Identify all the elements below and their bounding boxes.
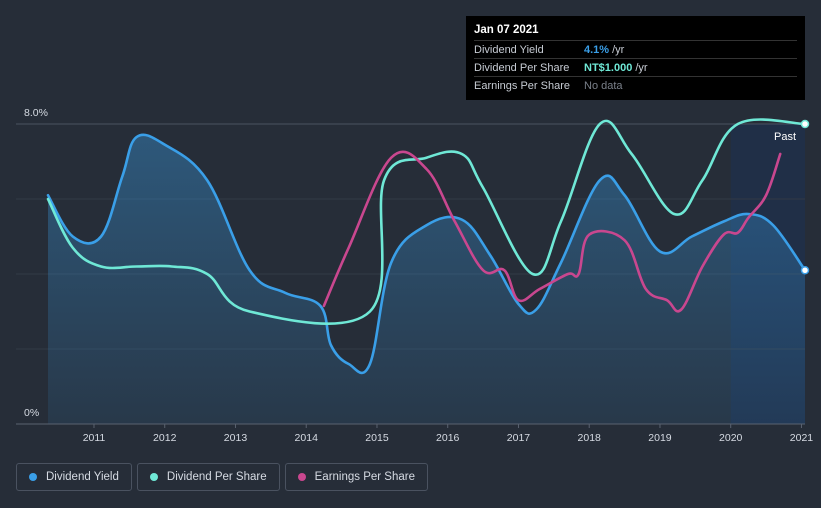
tooltip-label: Dividend Per Share — [474, 61, 570, 74]
legend-dividend-yield[interactable]: Dividend Yield — [16, 463, 132, 491]
x-tick-label: 2019 — [648, 432, 672, 444]
tooltip-unit: /yr — [635, 61, 648, 74]
tooltip-label: Earnings Per Share — [474, 79, 570, 92]
tooltip-row-earnings-per-share: Earnings Per Share No data — [474, 76, 797, 94]
x-tick-label: 2015 — [365, 432, 389, 444]
tooltip-value: NT$1.000 — [584, 61, 633, 74]
legend-label: Dividend Yield — [46, 471, 119, 483]
dividend-yield-area — [48, 134, 805, 424]
y-tick-label: 8.0% — [24, 107, 48, 119]
dividend-per-share-endpoint — [800, 119, 810, 129]
dividend-yield-endpoint — [800, 266, 810, 275]
dividend-yield-line — [46, 133, 807, 375]
tooltip-unit: /yr — [612, 43, 625, 56]
x-tick-label: 2011 — [83, 432, 106, 444]
legend-dividend-per-share[interactable]: Dividend Per Share — [136, 463, 280, 491]
legend-label: Earnings Per Share — [314, 471, 415, 483]
y-tick-label: 0% — [24, 407, 39, 419]
x-tick-label: 2020 — [719, 432, 743, 444]
tooltip-label: Dividend Yield — [474, 43, 544, 56]
x-tick-label: 2014 — [295, 432, 319, 444]
chart-legend: Dividend Yield Dividend Per Share Earnin… — [16, 463, 428, 491]
tooltip-row-dividend-yield: Dividend Yield 4.1% /yr — [474, 40, 797, 58]
x-tick-label: 2021 — [790, 432, 814, 444]
dividend-per-share-line — [46, 118, 807, 325]
x-tick-label: 2012 — [153, 432, 177, 444]
x-tick-label: 2016 — [436, 432, 460, 444]
earnings-per-share-line — [322, 150, 782, 313]
legend-dot-icon — [297, 473, 306, 481]
tooltip-value: No data — [584, 79, 623, 92]
legend-dot-icon — [29, 473, 37, 481]
tooltip-row-dividend-per-share: Dividend Per Share NT$1.000 /yr — [474, 58, 797, 76]
past-label: Past — [774, 131, 796, 143]
legend-label: Dividend Per Share — [166, 471, 267, 483]
x-tick-label: 2018 — [578, 432, 602, 444]
legend-earnings-per-share[interactable]: Earnings Per Share — [284, 463, 428, 491]
x-tick-label: 2017 — [507, 432, 531, 444]
x-tick-label: 2013 — [224, 432, 248, 444]
legend-dot-icon — [149, 473, 158, 481]
tooltip-date: Jan 07 2021 — [474, 24, 539, 36]
hover-tooltip: Jan 07 2021 Dividend Yield 4.1% /yr Divi… — [466, 16, 805, 100]
tooltip-value: 4.1% — [584, 43, 610, 56]
